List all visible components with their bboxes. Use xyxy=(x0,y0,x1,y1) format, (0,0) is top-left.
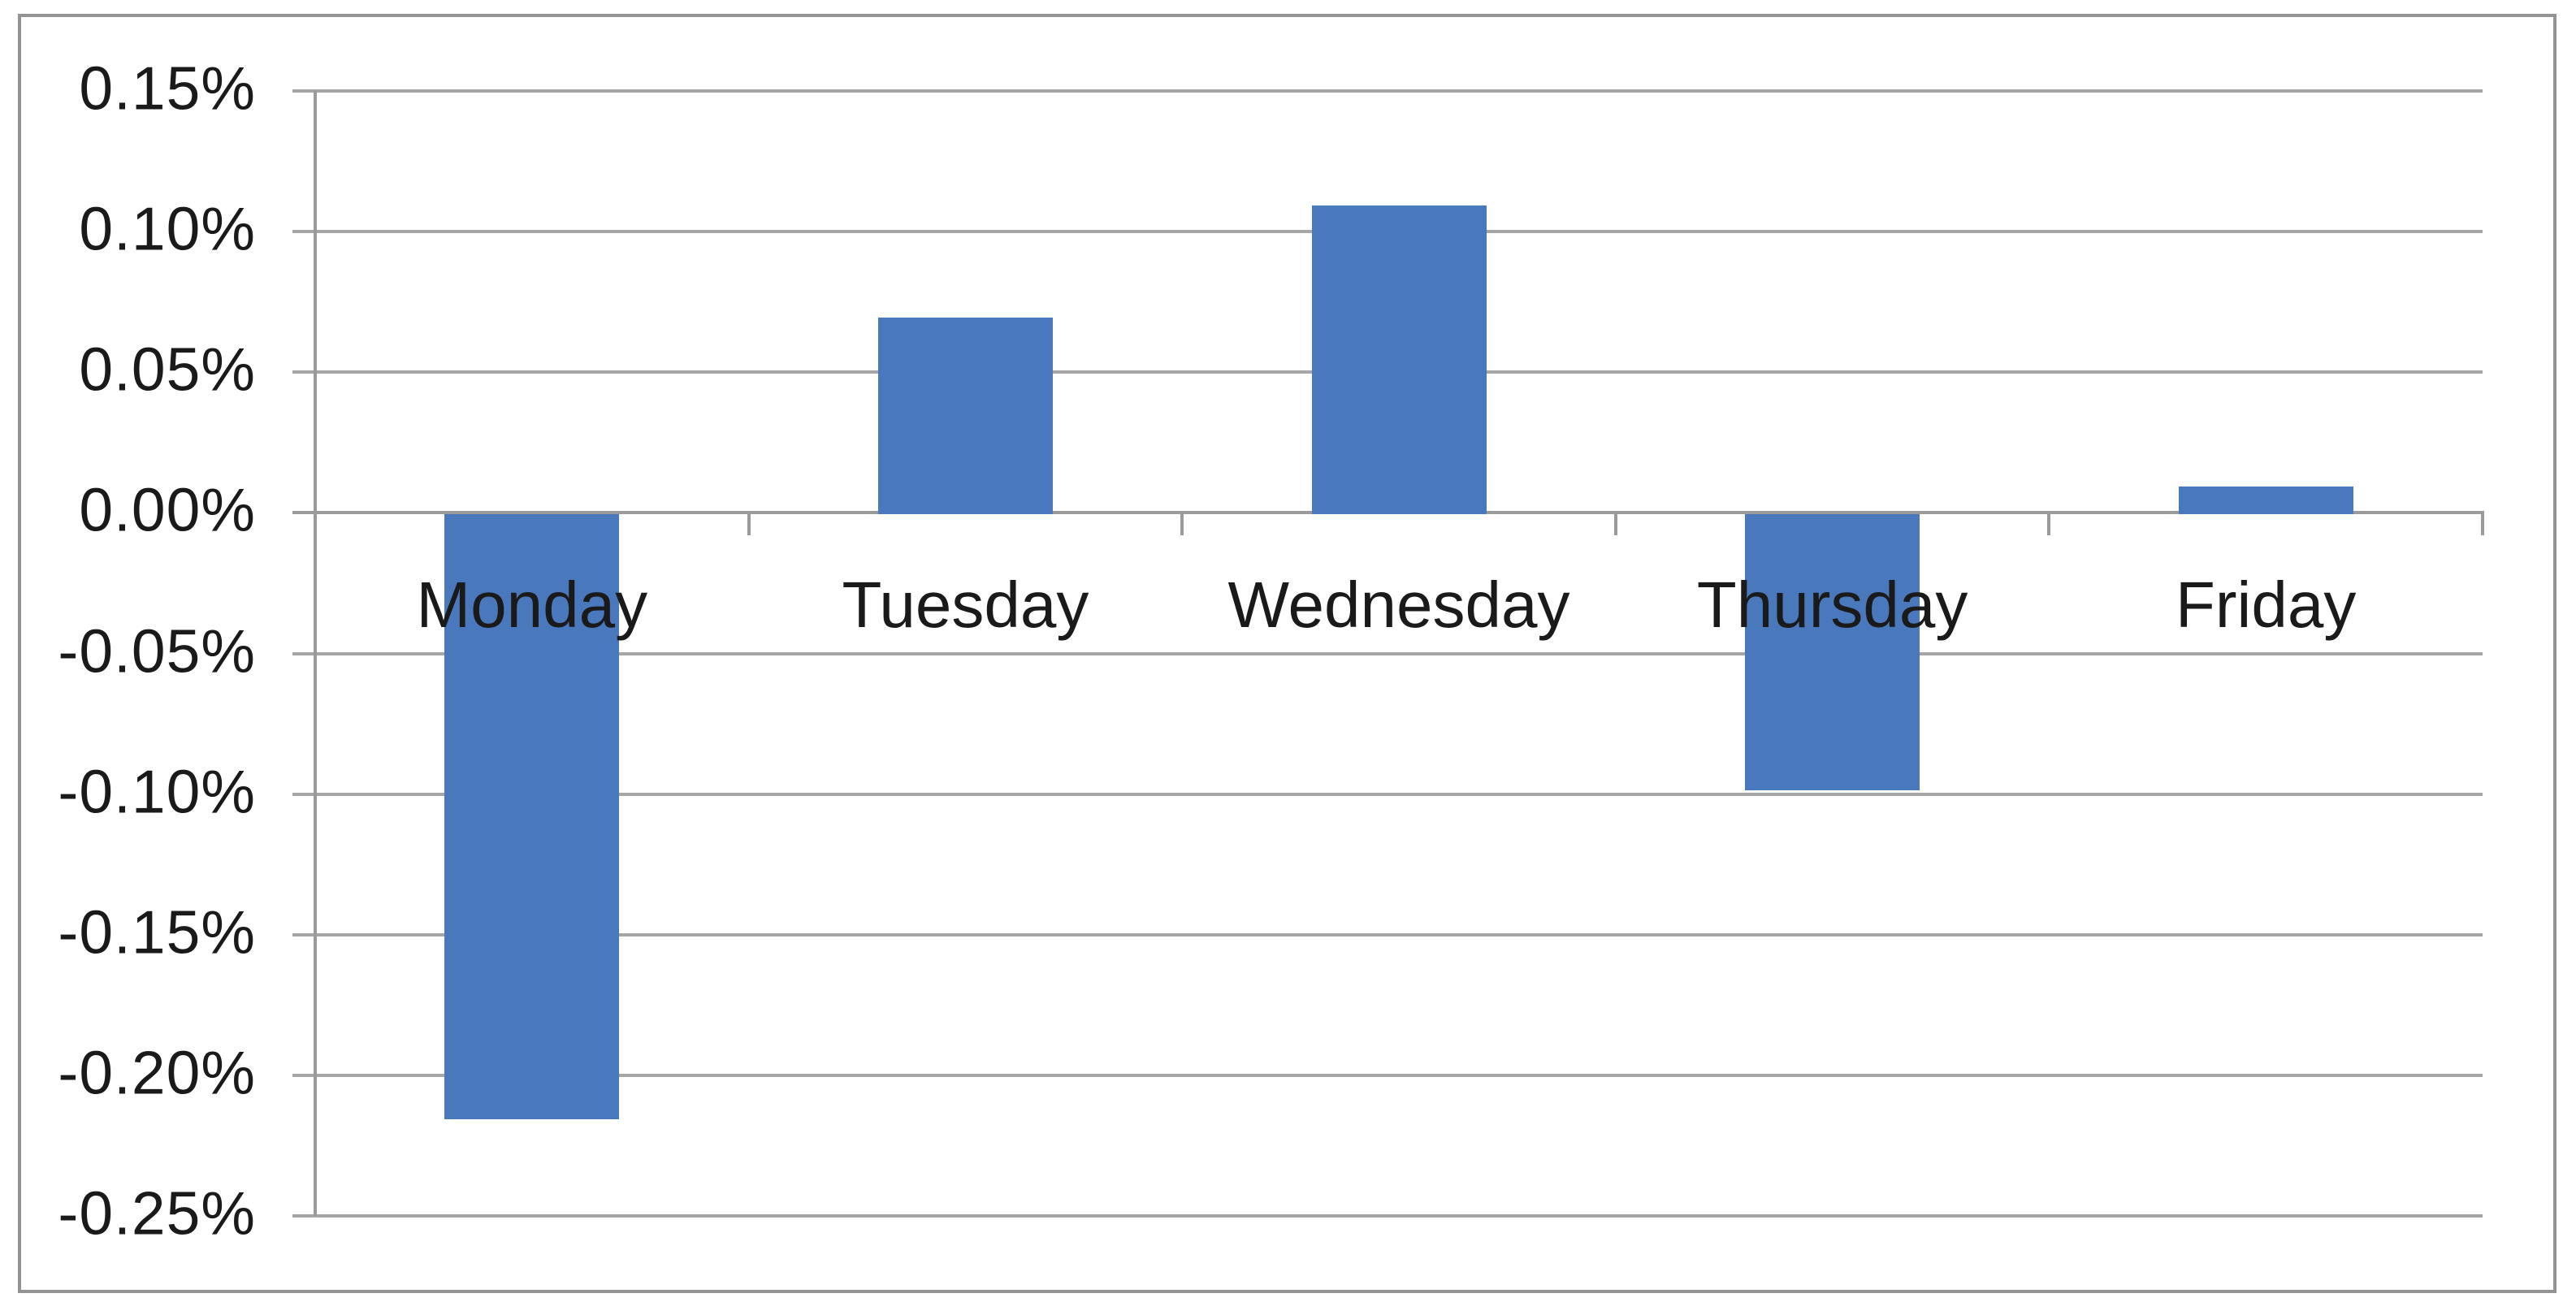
x-axis-category-label: Monday xyxy=(416,569,648,641)
x-axis-tick xyxy=(747,511,751,536)
gridline xyxy=(292,1214,2483,1218)
bar-friday xyxy=(2178,486,2353,515)
chart-area-border xyxy=(18,14,2557,1293)
y-axis-tick-label: -0.20% xyxy=(58,1038,256,1107)
gridline xyxy=(292,932,2483,937)
gridline xyxy=(292,792,2483,796)
y-axis-tick-label: 0.05% xyxy=(79,335,256,404)
y-axis-tick-label: 0.15% xyxy=(79,54,256,123)
x-axis-category-label: Wednesday xyxy=(1227,569,1570,641)
bar-monday xyxy=(444,514,620,1119)
x-axis-tick xyxy=(314,511,317,536)
y-axis-tick-label: -0.05% xyxy=(58,616,256,686)
x-axis-tick xyxy=(2481,511,2484,536)
x-axis-category-label: Friday xyxy=(2176,569,2357,641)
y-axis-tick-label: 0.00% xyxy=(79,475,256,544)
bar-tuesday xyxy=(877,318,1053,515)
gridline xyxy=(292,89,2483,93)
x-axis-category-label: Tuesday xyxy=(842,569,1089,641)
gridline xyxy=(292,1073,2483,1077)
bar-wednesday xyxy=(1311,205,1487,515)
y-axis-tick-label: -0.25% xyxy=(58,1179,256,1248)
y-axis-tick-label: -0.10% xyxy=(58,757,256,826)
y-axis-tick-label: 0.10% xyxy=(79,194,256,263)
y-axis-tick-label: -0.15% xyxy=(58,898,256,967)
x-axis-tick xyxy=(2047,511,2051,536)
x-axis-tick xyxy=(1613,511,1617,536)
y-axis-line xyxy=(314,91,317,1216)
x-axis-category-label: Thursday xyxy=(1696,569,1968,641)
gridline xyxy=(292,651,2483,655)
bar-thursday xyxy=(1745,514,1920,790)
x-axis-tick xyxy=(1180,511,1184,536)
